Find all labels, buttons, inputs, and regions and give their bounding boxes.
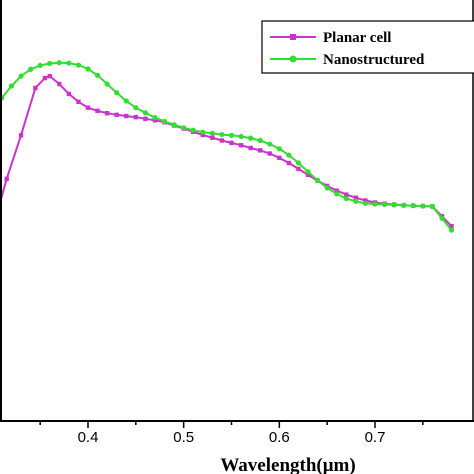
series-2-marker — [257, 137, 263, 144]
series-1-marker — [152, 118, 158, 123]
series-1-marker — [277, 155, 282, 161]
series-1-marker — [57, 81, 62, 87]
series-2-marker — [439, 215, 445, 221]
series-2-marker — [448, 227, 455, 233]
series-2-marker — [372, 201, 378, 207]
series-2-marker — [190, 127, 196, 133]
x-tick-label: 0.6 — [269, 429, 290, 446]
series-2-marker — [429, 203, 435, 210]
series-2-marker — [123, 98, 129, 104]
series-2-marker — [200, 129, 206, 135]
series-2-marker — [305, 169, 311, 175]
series-2-marker — [75, 62, 82, 68]
series-2-marker — [401, 202, 407, 208]
series-2-marker — [28, 66, 34, 72]
series-1-marker — [200, 132, 205, 138]
series-2-marker — [324, 185, 330, 191]
series-1-marker — [133, 114, 139, 120]
series-line-1 — [0, 74, 453, 227]
series-1-marker — [286, 160, 292, 166]
series-2-marker — [133, 105, 139, 111]
series-2-marker — [161, 118, 168, 125]
series-1-marker — [42, 75, 48, 81]
series-1-marker — [219, 138, 225, 143]
series-2-marker — [56, 60, 62, 66]
series-1-marker — [85, 105, 91, 110]
series-1-marker — [305, 172, 311, 178]
series-2-marker — [248, 135, 254, 141]
series-1-marker — [267, 151, 272, 156]
x-tick-label: 0.5 — [173, 429, 194, 446]
series-1-marker — [344, 192, 349, 197]
series-1-marker — [66, 91, 72, 97]
x-axis: 0.4 0.5 0.6 0.7 — [0, 0, 474, 446]
series-2-marker — [8, 83, 15, 89]
series-2-marker — [66, 60, 72, 66]
series-2-marker — [228, 132, 235, 138]
series-1-marker — [296, 166, 301, 172]
series-2-marker — [267, 141, 273, 147]
series-2-marker — [334, 191, 340, 197]
series-2-marker — [18, 73, 24, 79]
series-1-marker — [334, 188, 339, 193]
series-2-marker — [142, 110, 148, 116]
series-2-marker — [238, 133, 244, 140]
series-2-marker — [85, 66, 91, 72]
series-1-marker — [258, 148, 263, 153]
series-1-marker — [104, 111, 110, 116]
series-2-marker — [276, 146, 282, 152]
series-2-marker — [37, 62, 43, 69]
legend-label-1: Planar cell — [323, 30, 391, 46]
series-1-marker — [124, 113, 129, 119]
plot-area — [0, 60, 455, 233]
series-1-marker — [33, 85, 38, 91]
series-2-marker — [315, 177, 321, 183]
series-2-marker — [295, 160, 302, 166]
series-2-marker — [171, 122, 177, 128]
series-1-marker — [18, 133, 24, 138]
series-2-marker — [286, 152, 292, 158]
series-2-marker — [104, 81, 110, 87]
series-2-marker — [381, 201, 388, 208]
series-2-marker — [181, 125, 187, 131]
series-1-marker — [363, 198, 368, 203]
series-2-marker — [391, 202, 397, 208]
series-1-marker — [353, 195, 359, 200]
series-1-marker — [238, 143, 244, 148]
series-2-marker — [114, 90, 120, 96]
legend-marker-2 — [289, 55, 297, 63]
series-1-marker — [248, 145, 253, 151]
series-2-marker — [152, 114, 158, 121]
series-1-marker — [143, 116, 148, 121]
series-2-marker — [209, 130, 215, 136]
series-2-marker — [219, 131, 225, 138]
series-1-marker — [76, 99, 81, 104]
series-2-marker — [420, 203, 426, 209]
x-tick-label: 0.4 — [78, 429, 99, 446]
series-2-marker — [343, 195, 349, 202]
legend-marker-1 — [290, 34, 296, 40]
legend-label-2: Nanostructured — [323, 52, 425, 68]
series-1-marker — [210, 135, 215, 140]
x-tick-label: 0.7 — [365, 429, 386, 446]
series-2-marker — [353, 198, 359, 204]
series-1-marker — [4, 176, 9, 181]
series-1-marker — [449, 224, 454, 229]
series-1-marker — [47, 73, 52, 79]
legend-box — [261, 20, 474, 74]
x-axis-title: Wavelength(μm) — [220, 455, 355, 474]
series-1-marker — [114, 112, 119, 118]
series-2-marker — [47, 60, 53, 67]
series-1-marker — [95, 108, 100, 114]
legend: Planar cell Nanostructured — [261, 20, 474, 74]
series-2-marker — [362, 200, 369, 206]
series-2-marker — [410, 203, 416, 209]
series-2-marker — [94, 72, 101, 78]
series-1-marker — [229, 140, 234, 146]
